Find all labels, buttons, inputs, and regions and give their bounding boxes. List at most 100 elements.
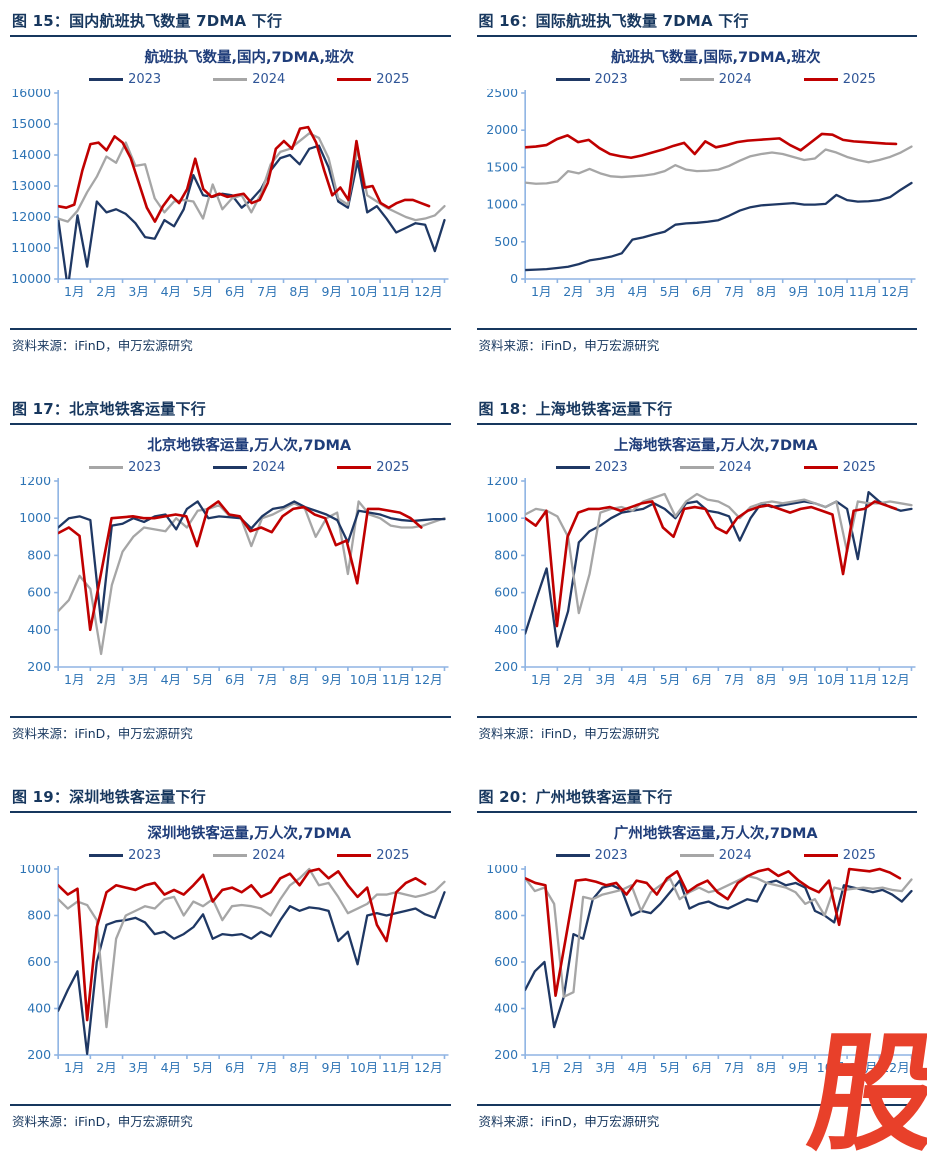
- legend-item-2023: 2023: [555, 460, 628, 475]
- series-line-2024: [524, 145, 913, 185]
- x-tick-label: 10月: [350, 284, 379, 299]
- legend-label: 2024: [718, 460, 752, 475]
- legend-label: 2025: [842, 848, 876, 863]
- x-tick-label: 11月: [848, 284, 877, 299]
- chart-area: 航班执飞数量,国际,7DMA,班次 2023 2024 2025 0 500 1000 1…: [477, 37, 918, 322]
- figure-title: 图 19：深圳地铁客运量下行: [10, 784, 451, 813]
- x-tick-label: 3月: [595, 1060, 616, 1075]
- legend-swatch-gray: [679, 78, 714, 81]
- series-line-2025: [524, 867, 901, 998]
- x-tick-label: 7月: [724, 1060, 745, 1075]
- figure-title: 图 16：国际航班执飞数量 7DMA 下行: [476, 8, 917, 37]
- x-tick-label: 3月: [595, 672, 616, 687]
- source-note: 资料来源：iFinD，申万宏源研究: [10, 328, 451, 354]
- chart-area: 航班执飞数量,国内,7DMA,班次 2023 2024 2025 10000 1100…: [10, 37, 451, 322]
- x-tick-label: 5月: [193, 1060, 214, 1075]
- legend-swatch-navy: [555, 466, 590, 469]
- legend-item-2023: 2023: [89, 848, 161, 863]
- x-tick-label: 3月: [595, 284, 616, 299]
- x-tick-label: 10月: [816, 284, 845, 299]
- x-tick-label: 6月: [691, 672, 712, 687]
- x-tick-label: 5月: [659, 1060, 680, 1075]
- x-tick-label: 2月: [96, 284, 117, 299]
- figure-20: 图 20：广州地铁客运量下行 广州地铁客运量,万人次,7DMA 2023 2024…: [476, 784, 918, 1130]
- y-tick-label: 800: [27, 908, 51, 923]
- y-tick-label: 1000: [19, 510, 51, 525]
- x-tick-label: 4月: [161, 672, 182, 687]
- series-line-2025: [58, 500, 423, 632]
- y-tick-label: 200: [27, 1047, 51, 1062]
- x-tick-label: 4月: [161, 1060, 182, 1075]
- y-tick-label: 600: [494, 585, 518, 600]
- legend-item-2025: 2025: [337, 848, 409, 863]
- legend-swatch-red: [337, 854, 372, 857]
- legend-item-2023: 2023: [89, 72, 161, 87]
- x-tick-label: 9月: [788, 284, 809, 299]
- legend-item-2024: 2024: [679, 72, 752, 87]
- legend-label: 2024: [718, 848, 752, 863]
- chart-area: 北京地铁客运量,万人次,7DMA 2023 2024 2025 200 400 600 8…: [10, 425, 451, 710]
- x-tick-label: 11月: [848, 672, 877, 687]
- series-line-2023: [58, 144, 446, 279]
- legend-item-2023: 2023: [89, 460, 161, 475]
- x-tick-label: 10月: [816, 1060, 845, 1075]
- x-tick-label: 6月: [691, 1060, 712, 1075]
- legend-item-2024: 2024: [679, 460, 752, 475]
- y-tick-label: 16000: [11, 89, 51, 100]
- x-tick-label: 2月: [563, 284, 584, 299]
- y-tick-label: 600: [494, 954, 518, 969]
- x-tick-label: 2月: [96, 672, 117, 687]
- y-tick-label: 10000: [11, 271, 51, 286]
- x-tick-label: 11月: [382, 672, 411, 687]
- legend-item-2025: 2025: [337, 460, 409, 475]
- x-tick-label: 12月: [881, 284, 910, 299]
- y-tick-label: 200: [27, 659, 51, 674]
- x-tick-label: 11月: [382, 1060, 411, 1075]
- chart-area: 深圳地铁客运量,万人次,7DMA 2023 2024 2025 200 400 600 8…: [10, 813, 451, 1098]
- y-tick-label: 13000: [11, 178, 51, 193]
- legend-swatch-red: [803, 78, 838, 81]
- figure-title: 图 20：广州地铁客运量下行: [476, 784, 917, 813]
- chart-area: 广州地铁客运量,万人次,7DMA 2023 2024 2025 200 400 600 8…: [477, 813, 918, 1098]
- figure-title: 图 17：北京地铁客运量下行: [10, 396, 451, 425]
- x-tick-label: 11月: [382, 284, 411, 299]
- x-tick-label: 8月: [756, 284, 777, 299]
- series-line-2025: [524, 132, 897, 160]
- x-tick-label: 4月: [161, 284, 182, 299]
- legend-swatch-gray: [679, 466, 714, 469]
- legend-swatch-navy: [213, 466, 248, 469]
- report-page: 图 15：国内航班执飞数量 7DMA 下行 航班执飞数量,国内,7DMA,班次 …: [10, 8, 918, 1130]
- x-tick-label: 10月: [350, 1060, 379, 1075]
- x-tick-label: 1月: [64, 1060, 85, 1075]
- series-line-2024: [58, 500, 446, 624]
- y-tick-label: 11000: [11, 240, 51, 255]
- chart-legend: 2023 2024 2025: [477, 848, 918, 863]
- chart-plot: 10000 11000 12000 13000 14000 15000 16000 1月 2月 3…: [11, 89, 449, 299]
- x-tick-label: 8月: [756, 672, 777, 687]
- legend-swatch-gray: [213, 78, 248, 81]
- chart-title: 上海地铁客运量,万人次,7DMA: [613, 438, 818, 454]
- x-tick-label: 1月: [531, 672, 552, 687]
- legend-swatch-navy: [89, 854, 124, 857]
- x-tick-label: 9月: [322, 672, 343, 687]
- x-tick-label: 6月: [225, 284, 246, 299]
- series-line-2025: [58, 125, 431, 223]
- x-tick-label: 12月: [414, 284, 443, 299]
- x-tick-label: 4月: [627, 284, 648, 299]
- x-tick-label: 9月: [788, 1060, 809, 1075]
- series-line-2024: [58, 867, 446, 1029]
- legend-item-2025: 2025: [337, 72, 409, 87]
- y-tick-label: 1500: [486, 159, 518, 174]
- legend-label: 2023: [128, 848, 162, 863]
- x-tick-label: 3月: [128, 672, 149, 687]
- legend-item-2024: 2024: [679, 848, 752, 863]
- chart-legend: 2023 2024 2025: [477, 72, 918, 87]
- y-tick-label: 500: [494, 234, 518, 249]
- figure-title: 图 15：国内航班执飞数量 7DMA 下行: [10, 8, 451, 37]
- chart-plot: 0 500 1000 1500 2000 2500 1月 2月 3月 4月 5月 6月 7月 8月 9月 10…: [486, 89, 915, 299]
- legend-swatch-navy: [555, 854, 590, 857]
- x-tick-label: 1月: [531, 1060, 552, 1075]
- chart-plot: 200 400 600 800 1000 1200 1月 2月 3月 4月 5月 6月 7月 8月 9月 10…: [486, 477, 915, 687]
- series-line-2023: [58, 891, 446, 1055]
- x-tick-label: 8月: [756, 1060, 777, 1075]
